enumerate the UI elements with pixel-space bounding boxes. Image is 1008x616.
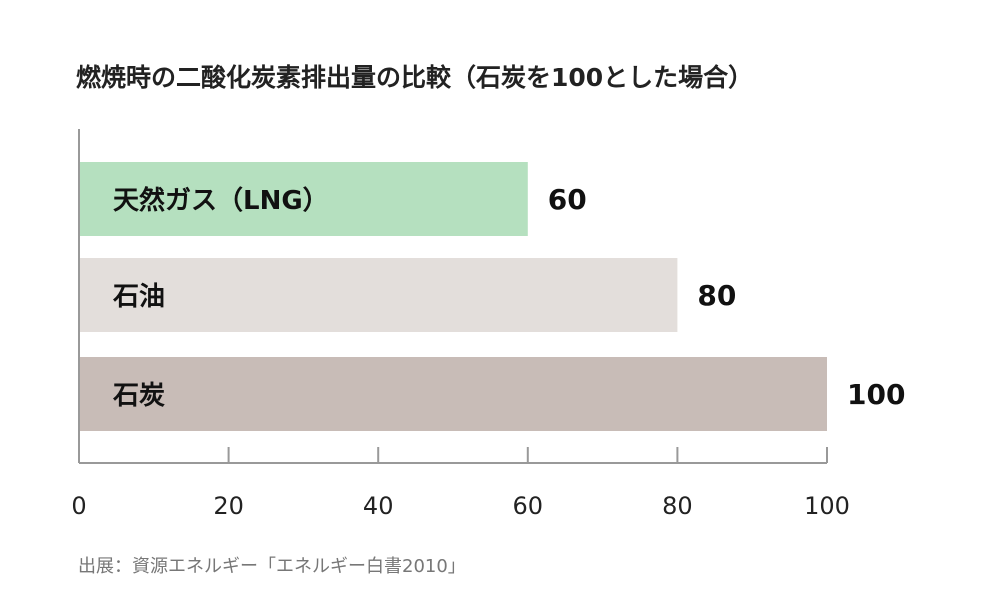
bar-2: [79, 357, 827, 431]
value-label-1: 80: [697, 279, 736, 312]
x-tick-label-5: 100: [804, 492, 850, 520]
bar-label-0: 天然ガス（LNG）: [113, 185, 329, 216]
x-tick-label-0: 0: [71, 492, 86, 520]
bar-0: [79, 162, 528, 236]
x-axis: 0 20 40 60 80 100: [71, 129, 850, 520]
bars-group: 天然ガス（LNG） 60 石油 80 石炭 100: [79, 162, 905, 431]
bar-1: [79, 258, 678, 332]
bar-label-2: 石炭: [112, 381, 165, 411]
source-note: 出展：資源エネルギー「エネルギー白書2010」: [78, 556, 466, 577]
bar-label-1: 石油: [112, 282, 165, 312]
x-tick-label-4: 80: [662, 492, 693, 520]
x-tick-label-2: 40: [363, 492, 394, 520]
value-label-2: 100: [847, 378, 905, 411]
chart-title: 燃焼時の二酸化炭素排出量の比較（石炭を100とした場合）: [76, 63, 753, 92]
value-label-0: 60: [548, 183, 587, 216]
x-tick-label-3: 60: [513, 492, 544, 520]
x-tick-label-1: 20: [213, 492, 244, 520]
